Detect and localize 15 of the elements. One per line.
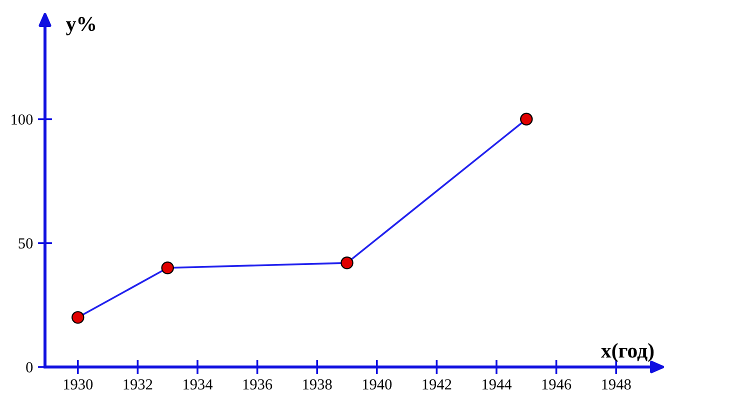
x-tick-label: 1948 — [602, 379, 631, 390]
x-tick-label: 1936 — [243, 379, 272, 390]
x-tick-label: 1946 — [542, 379, 572, 390]
x-tick-label: 1932 — [124, 379, 152, 390]
x-tick-label: 1930 — [64, 379, 93, 390]
x-tick-label: 1940 — [362, 379, 392, 390]
y-tick-label: 50 — [18, 238, 33, 249]
x-tick-label: 1938 — [303, 379, 332, 390]
x-tick-label: 1934 — [184, 379, 213, 390]
y-tick-label: 0 — [26, 362, 33, 372]
x-tick-label: 1944 — [482, 379, 512, 390]
y-axis-title: y% — [66, 16, 96, 36]
x-axis-title: x(год) — [601, 343, 654, 362]
x-tick-label: 1942 — [422, 379, 452, 390]
y-tick-label: 100 — [12, 114, 33, 125]
